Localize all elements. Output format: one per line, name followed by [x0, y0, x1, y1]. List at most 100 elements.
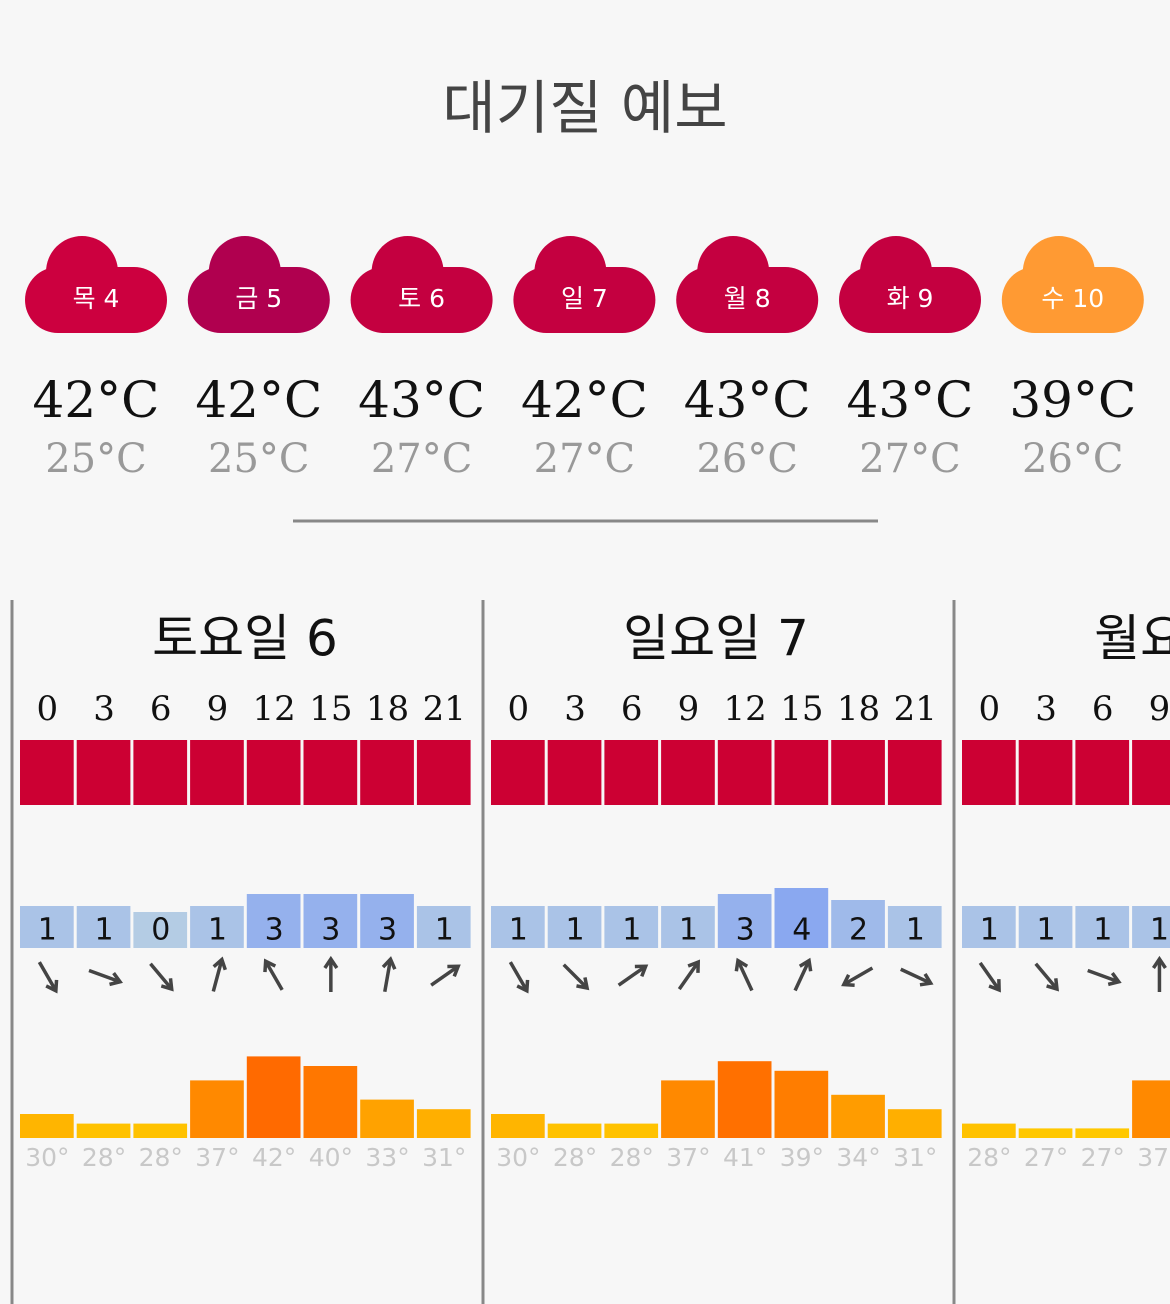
wind-arrow: [617, 964, 649, 987]
arrow-head: [687, 959, 701, 973]
wind-speed: 3: [321, 913, 340, 948]
temp-label: 37°: [666, 1143, 710, 1172]
air-quality-cell: [604, 740, 659, 805]
hour-label: 9: [1149, 689, 1170, 729]
arrow-shaft: [617, 965, 646, 987]
temp-label: 30°: [496, 1143, 540, 1172]
temp-bar: [20, 1114, 74, 1138]
temp-bar: [887, 1109, 942, 1138]
arrow-shaft: [562, 963, 587, 988]
air-quality-cell: [774, 740, 829, 805]
air-quality-cell: [416, 740, 471, 805]
day-cloud: [1001, 236, 1144, 333]
arrow-head: [988, 979, 1001, 993]
arrow-head: [734, 957, 749, 972]
day-label: 월 8: [724, 284, 771, 313]
wind-bar: [887, 906, 942, 948]
wind-bar: [190, 906, 244, 948]
air-quality-cell: [133, 740, 188, 805]
hour-label: 3: [1035, 689, 1057, 729]
wind-bar: [774, 888, 829, 948]
wind-speed: 3: [378, 913, 397, 948]
wind-speed: 2: [849, 913, 868, 948]
temp-bar: [717, 1061, 772, 1138]
wind-speed: 1: [1150, 913, 1169, 948]
day-label: 금 5: [235, 284, 282, 313]
wind-bar: [133, 912, 188, 948]
panel-title: 일요일 7: [623, 610, 809, 668]
wind-speed: 4: [792, 913, 811, 948]
temp-label: 28°: [139, 1143, 183, 1172]
temp-label: 30°: [25, 1143, 69, 1172]
cloud-body: [1001, 267, 1144, 333]
cloud-body: [25, 267, 167, 333]
arrow-shaft: [1087, 968, 1118, 983]
wind-bar: [547, 906, 602, 948]
arrow-shaft: [508, 961, 528, 990]
day-label: 수 10: [1041, 284, 1104, 313]
air-quality-cell: [360, 740, 414, 805]
wind-speed: 1: [208, 913, 227, 948]
arrow-shaft: [88, 968, 119, 983]
temp-label: 33°: [365, 1143, 409, 1172]
wind-arrow: [211, 956, 227, 992]
wind-arrow: [149, 962, 174, 992]
wind-speed: 0: [151, 913, 170, 948]
temp-label: 28°: [610, 1143, 654, 1172]
temp-label: 28°: [82, 1143, 126, 1172]
hour-label: 6: [621, 689, 643, 729]
wind-speed: 1: [679, 913, 698, 948]
air-quality-cell: [1132, 740, 1170, 805]
wind-bar: [661, 906, 715, 948]
wind-speed: 3: [736, 913, 755, 948]
day-low: 27°C: [371, 436, 473, 482]
wind-speed: 1: [435, 913, 454, 948]
air-quality-cell: [491, 740, 545, 805]
temp-bar: [190, 1080, 244, 1138]
arrow-shaft: [1034, 962, 1058, 989]
wind-speed: 1: [906, 913, 925, 948]
hour-label: 3: [93, 689, 115, 729]
day-label: 일 7: [561, 284, 608, 313]
wind-bar: [717, 894, 772, 948]
temp-bar: [604, 1123, 659, 1138]
day-low: 26°C: [696, 436, 798, 482]
arrow-head: [109, 972, 123, 987]
hour-label: 18: [366, 689, 409, 729]
wind-arrow: [1087, 968, 1122, 987]
arrow-shaft: [900, 967, 930, 984]
day-cloud: [187, 236, 330, 333]
wind-bar: [1132, 906, 1170, 948]
wind-arrow: [430, 964, 461, 987]
wind-arrow: [88, 968, 123, 987]
air-quality-cell: [303, 740, 358, 805]
hour-label: 6: [150, 689, 172, 729]
day-label: 화 9: [887, 284, 934, 313]
hour-label: 0: [979, 689, 1001, 729]
wind-bar: [360, 894, 414, 948]
temp-bar: [1018, 1128, 1073, 1138]
cloud-body: [187, 267, 330, 333]
arrow-head: [798, 957, 813, 972]
air-quality-cell: [661, 740, 715, 805]
wind-speed: 1: [622, 913, 641, 948]
arrow-shaft: [737, 961, 754, 992]
temp-label: 37°: [1137, 1143, 1170, 1172]
air-quality-cell: [76, 740, 131, 805]
wind-bar: [491, 906, 545, 948]
temp-label: 31°: [422, 1143, 466, 1172]
wind-arrow: [37, 961, 59, 994]
air-quality-cell: [1075, 740, 1130, 805]
temp-bar: [1075, 1128, 1130, 1138]
day-high: 42°C: [33, 371, 160, 429]
wind-arrow: [677, 959, 701, 991]
temp-bar: [133, 1123, 188, 1138]
temp-bar: [1132, 1080, 1170, 1138]
hour-label: 12: [724, 689, 767, 729]
hour-label: 15: [309, 689, 352, 729]
wind-arrow: [562, 963, 590, 991]
air-quality-cell: [717, 740, 772, 805]
cloud-body: [676, 267, 819, 333]
arrow-head: [919, 973, 934, 987]
arrow-shaft: [211, 961, 224, 992]
